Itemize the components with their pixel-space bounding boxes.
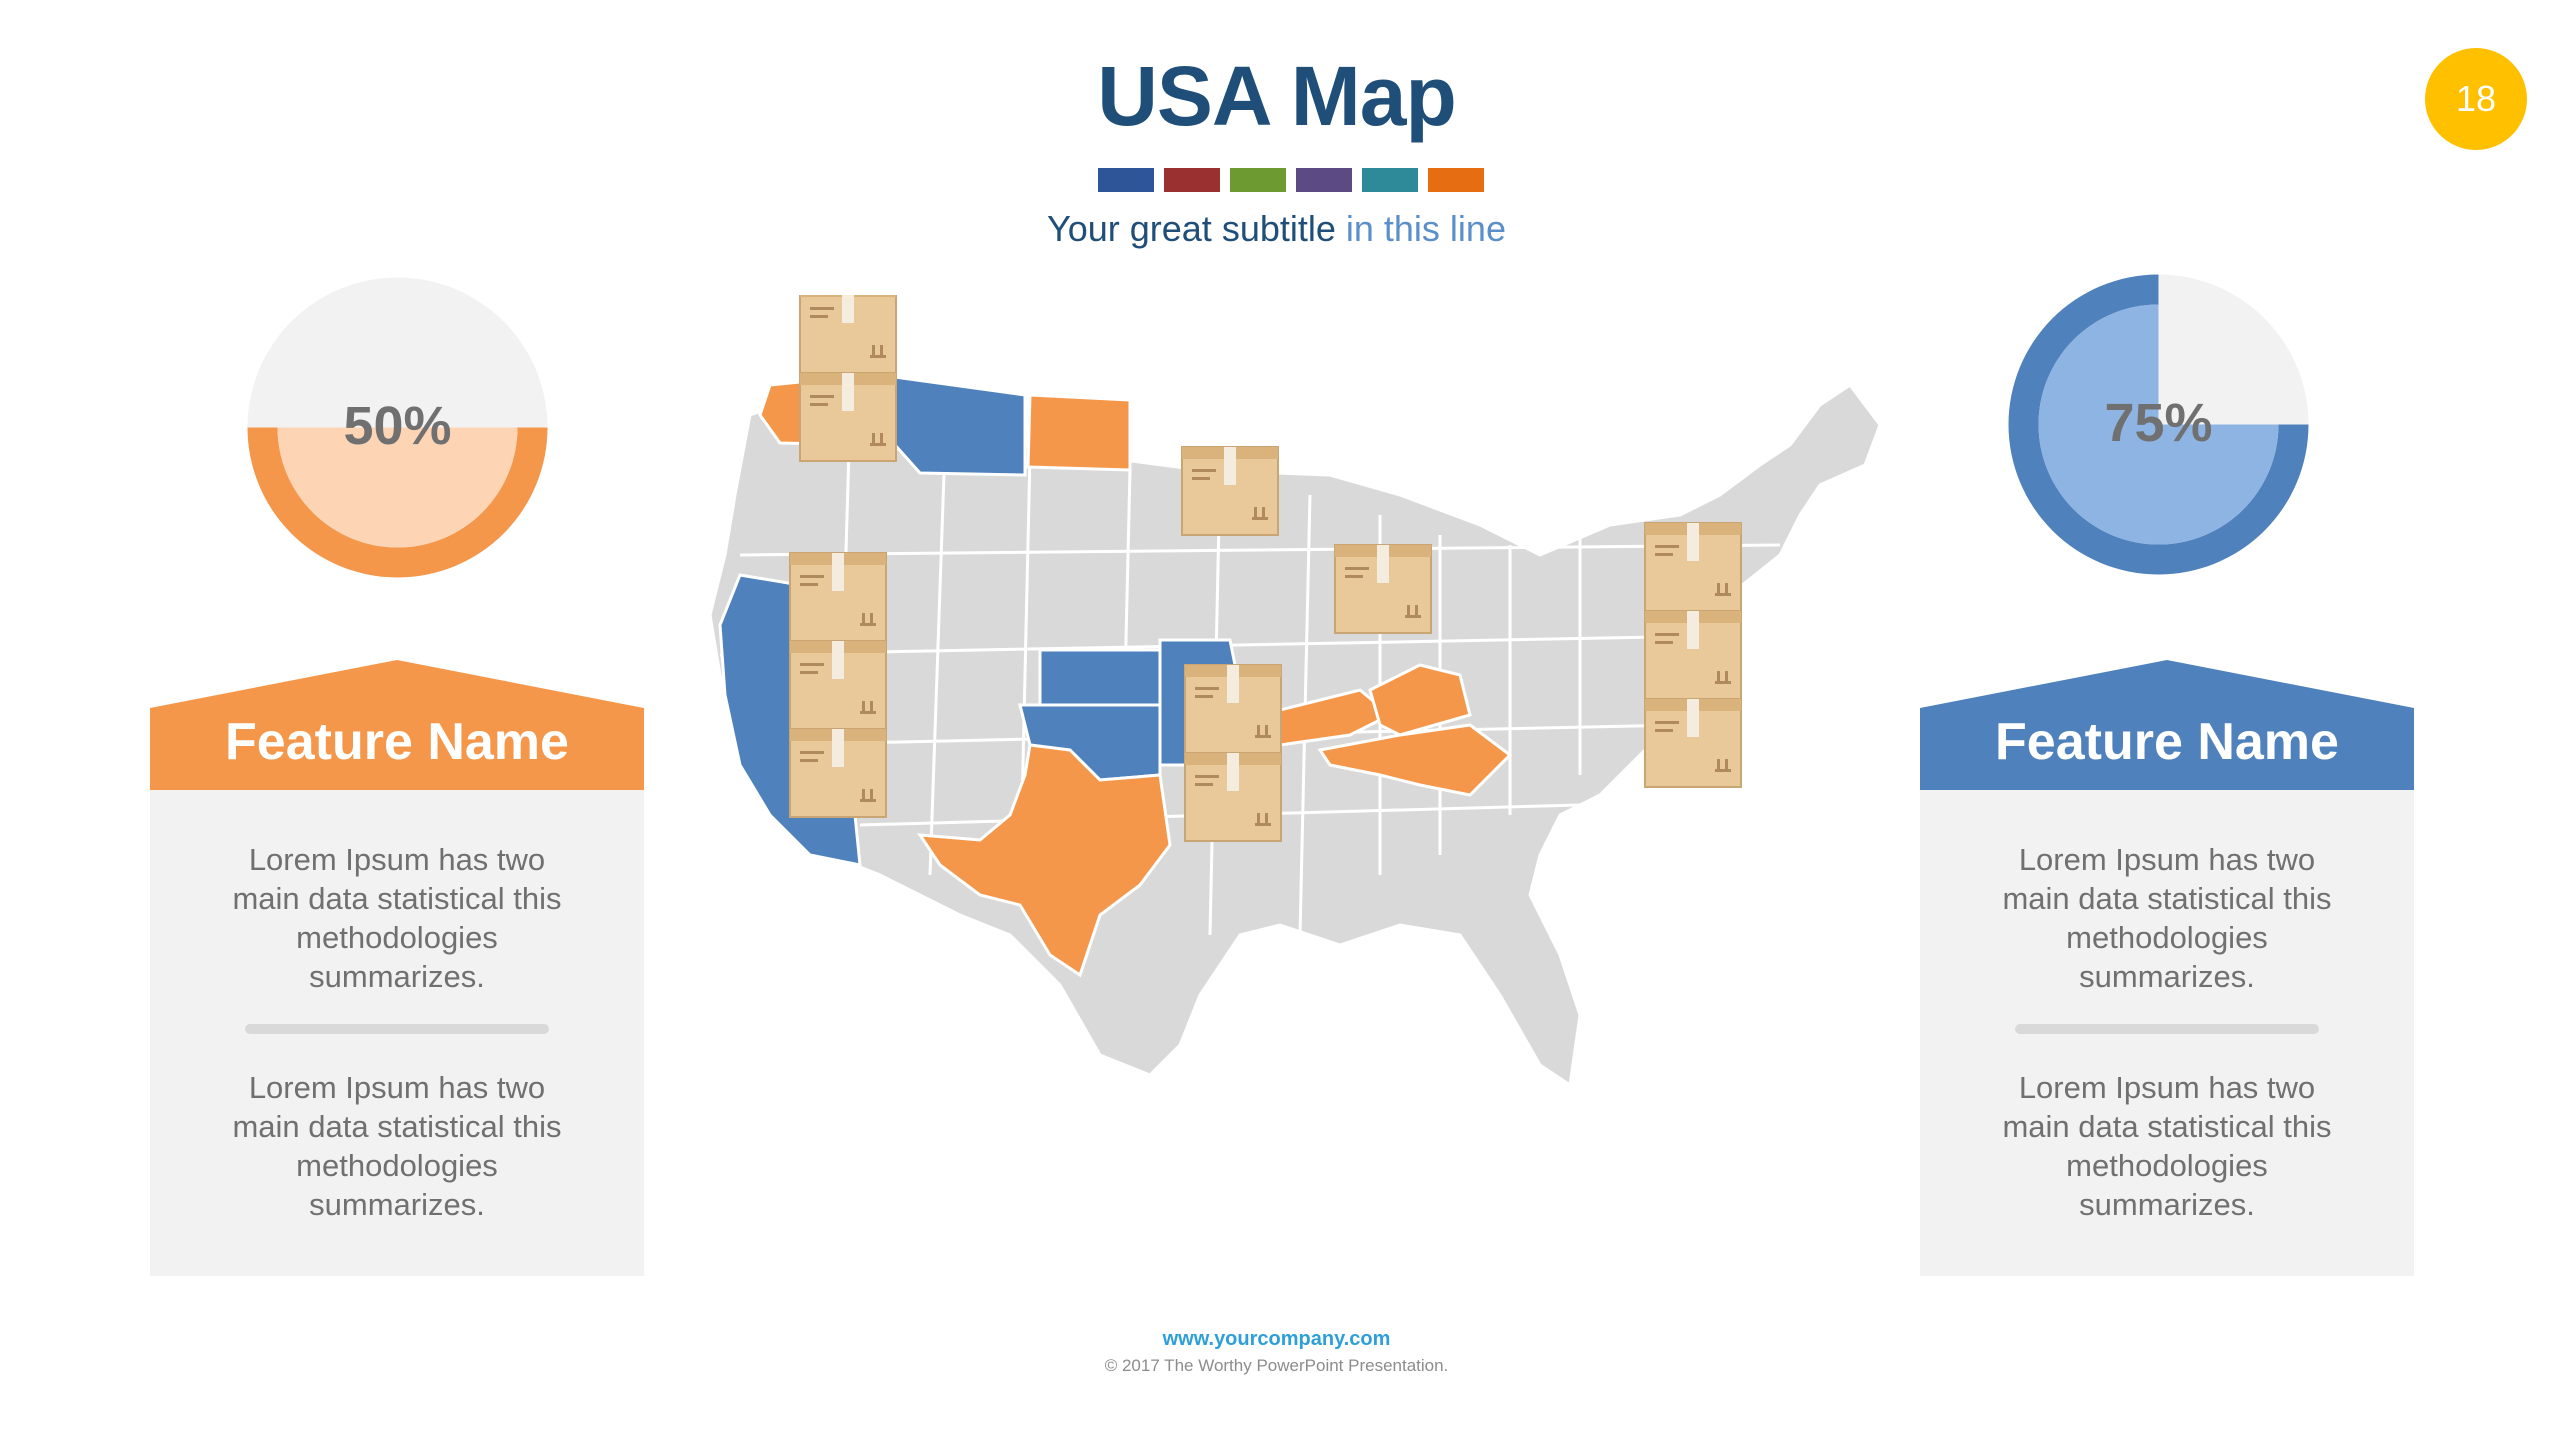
cardboard-box-icon: [789, 640, 887, 730]
state-north-carolina: [1317, 723, 1513, 797]
cardboard-box-icon: [1334, 544, 1432, 634]
left-gauge-label: 50%: [343, 396, 452, 456]
subtitle-main: Your great subtitle: [1047, 208, 1346, 249]
left-percentage-gauge: 50%: [245, 275, 550, 580]
right-divider: [2015, 1024, 2319, 1034]
cardboard-box-icon: [1181, 446, 1279, 536]
cardboard-box-icon: [789, 728, 887, 818]
cardboard-box-icon: [799, 372, 897, 462]
state-virginia: [1368, 663, 1472, 737]
left-paragraph-1: Lorem Ipsum has two main data statistica…: [232, 842, 562, 994]
swatch-2: [1164, 168, 1220, 192]
left-feature-header: Feature Name: [150, 660, 644, 790]
swatch-3: [1230, 168, 1286, 192]
left-paragraph-2: Lorem Ipsum has two main data statistica…: [232, 1070, 562, 1222]
right-gauge-fill: [2038, 304, 2279, 545]
left-divider: [245, 1024, 549, 1034]
right-paragraph-2: Lorem Ipsum has two main data statistica…: [2002, 1070, 2332, 1222]
swatch-5: [1362, 168, 1418, 192]
usa-map: [680, 284, 1940, 1140]
cardboard-box-icon: [1644, 698, 1742, 788]
left-gauge-ring: [247, 427, 548, 578]
state-kansas: [1038, 648, 1162, 707]
right-header-shape: [1920, 660, 2414, 790]
cardboard-box-icon: [1644, 610, 1742, 700]
right-gauge-label: 75%: [2104, 393, 2213, 453]
right-gauge-graphic: [2008, 274, 2309, 575]
page-subtitle: Your great subtitle in this line: [0, 208, 2553, 250]
right-percentage-gauge: 75%: [2006, 272, 2311, 577]
right-feature-header: Feature Name: [1920, 660, 2414, 790]
page-title: USA Map: [1097, 49, 1457, 143]
subtitle-accent: in this line: [1345, 208, 1506, 249]
page-number-badge: 18: [2425, 48, 2527, 150]
color-swatch-bar: [1098, 168, 1484, 192]
cardboard-box-icon: [1184, 664, 1282, 754]
left-feature-panel: Feature Name Lorem Ipsum has two main da…: [150, 660, 644, 1276]
left-gauge-fill: [277, 427, 518, 548]
cardboard-box-icon: [1184, 752, 1282, 842]
left-header-shape: [150, 660, 644, 790]
cardboard-box-icon: [799, 284, 897, 374]
right-feature-panel: Feature Name Lorem Ipsum has two main da…: [1920, 660, 2414, 1276]
left-feature-name: Feature Name: [225, 713, 569, 771]
left-feature-body: Lorem Ipsum has two main data statistica…: [150, 790, 644, 1276]
right-feature-name: Feature Name: [1995, 713, 2339, 771]
cardboard-box-icon: [1644, 522, 1742, 612]
state-texas: [917, 743, 1172, 978]
swatch-1: [1098, 168, 1154, 192]
footer-url[interactable]: www.yourcompany.com: [1162, 1328, 1391, 1350]
right-feature-body: Lorem Ipsum has two main data statistica…: [1920, 790, 2414, 1276]
right-paragraph-1: Lorem Ipsum has two main data statistica…: [2002, 842, 2332, 994]
state-north-dakota: [1026, 393, 1132, 472]
left-gauge-graphic: [247, 277, 548, 578]
usa-map-graphic: [708, 284, 1882, 1088]
footer-copyright: © 2017 The Worthy PowerPoint Presentatio…: [1104, 1356, 1449, 1375]
swatch-4: [1296, 168, 1352, 192]
swatch-6: [1428, 168, 1484, 192]
cardboard-box-icon: [789, 552, 887, 642]
